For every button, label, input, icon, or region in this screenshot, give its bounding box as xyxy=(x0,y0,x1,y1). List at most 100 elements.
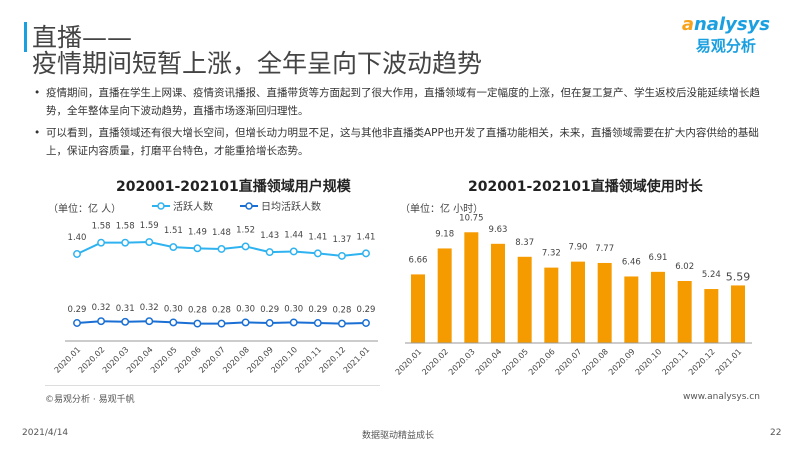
x-tick-label: 2020.09 xyxy=(607,347,637,377)
bar xyxy=(544,267,559,343)
page-title-line1: 直播—— xyxy=(32,23,133,52)
legend-label: 日均活跃人数 xyxy=(261,200,321,213)
bar xyxy=(437,248,452,343)
data-label: 7.32 xyxy=(542,249,561,259)
data-label: 1.43 xyxy=(260,231,279,241)
data-point xyxy=(169,243,178,252)
data-label: 1.40 xyxy=(68,233,87,243)
x-tick-label: 2020.11 xyxy=(660,347,690,377)
data-point xyxy=(145,317,154,326)
bar xyxy=(651,271,665,343)
data-label: 1.52 xyxy=(236,225,255,235)
data-label: 5.24 xyxy=(702,270,721,280)
bar xyxy=(411,274,425,343)
footer-site[interactable]: www.analysys.cn xyxy=(683,392,760,402)
data-label: 0.29 xyxy=(260,305,279,315)
data-label: 1.41 xyxy=(308,232,327,242)
data-point xyxy=(265,248,274,257)
data-label: 7.77 xyxy=(595,244,614,254)
data-point xyxy=(289,318,298,327)
divider xyxy=(45,385,380,386)
chart1-unit: （单位：亿 人） xyxy=(48,204,122,215)
data-point xyxy=(362,249,370,258)
bar xyxy=(597,262,612,343)
chart2-title: 202001-202101直播领域使用时长 xyxy=(468,179,703,195)
data-point xyxy=(217,319,226,328)
data-label: 6.46 xyxy=(622,257,641,267)
data-label: 6.02 xyxy=(675,262,694,272)
data-point xyxy=(73,250,81,258)
data-point xyxy=(121,238,130,247)
legend-label: 活跃人数 xyxy=(173,200,213,213)
data-label: 0.30 xyxy=(236,304,255,314)
data-point xyxy=(313,319,322,327)
x-tick-label: 2020.12 xyxy=(687,347,717,377)
data-point xyxy=(217,245,226,253)
x-tick-label: 2020.08 xyxy=(580,347,610,377)
chart2-unit: （单位：亿 小时） xyxy=(400,204,484,215)
x-tick-label: 2020.10 xyxy=(634,347,664,377)
data-label: 9.18 xyxy=(435,229,454,239)
data-label: 0.28 xyxy=(332,306,351,316)
title-accent-bar xyxy=(24,22,27,52)
x-tick-label: 2020.06 xyxy=(527,347,557,377)
data-point xyxy=(193,244,202,253)
data-label: 1.41 xyxy=(357,232,376,242)
data-label: 0.28 xyxy=(188,306,207,316)
legend-marker xyxy=(157,202,165,210)
data-point xyxy=(97,238,106,247)
data-label: 0.29 xyxy=(357,305,376,315)
data-label: 0.29 xyxy=(308,305,327,315)
bullet-1: 疫情期间，直播在学生上网课、疫情资讯播报、直播带货等方面起到了很大作用，直播领域… xyxy=(34,84,766,120)
data-label: 1.58 xyxy=(116,222,135,232)
data-label: 7.90 xyxy=(569,243,588,253)
bar xyxy=(704,289,719,343)
x-tick-label: 2020.03 xyxy=(447,347,477,377)
data-label: 9.63 xyxy=(489,225,508,235)
bar xyxy=(491,243,505,343)
data-label: 1.51 xyxy=(164,226,183,236)
data-label: 10.75 xyxy=(459,213,483,223)
chart1-title: 202001-202101直播领域用户规模 xyxy=(116,179,351,195)
data-label: 1.58 xyxy=(92,222,111,232)
bar xyxy=(464,232,479,343)
analysys-logo: analysys 易观分析 xyxy=(681,14,770,55)
data-label: 0.30 xyxy=(164,304,183,314)
data-label: 0.28 xyxy=(212,306,231,316)
data-point xyxy=(97,317,106,326)
bar xyxy=(571,261,585,343)
bar xyxy=(517,256,532,343)
data-point xyxy=(241,318,250,327)
legend-marker xyxy=(245,202,253,210)
x-tick-label: 2020.05 xyxy=(500,347,530,377)
data-label: 0.29 xyxy=(68,305,87,315)
data-point xyxy=(145,238,154,246)
data-label: 8.37 xyxy=(515,238,534,248)
bar xyxy=(624,276,639,343)
data-point xyxy=(169,318,178,327)
data-label: 0.31 xyxy=(116,304,135,314)
x-tick-label: 2020.01 xyxy=(394,347,424,377)
data-label: 0.32 xyxy=(92,303,111,313)
data-point xyxy=(121,317,130,326)
data-label: 1.49 xyxy=(188,227,207,237)
page-title-line2: 疫情期间短暂上涨，全年呈向下波动趋势 xyxy=(32,49,483,78)
footer-source: ©易观分析 · 易观千帆 xyxy=(45,395,135,405)
data-label: 1.44 xyxy=(284,230,303,240)
x-tick-label: 2020.04 xyxy=(474,347,504,377)
x-tick-label: 2021.01 xyxy=(342,345,372,375)
data-point xyxy=(265,319,274,327)
page-number: 22 xyxy=(770,428,782,438)
data-point xyxy=(362,319,370,327)
footer-slogan: 数据驱动精益成长 xyxy=(362,431,435,441)
x-tick-label: 2021.01 xyxy=(714,347,744,377)
data-point xyxy=(337,251,346,260)
data-label: 0.30 xyxy=(284,304,303,314)
data-point xyxy=(241,242,250,251)
data-label: 6.91 xyxy=(649,253,668,263)
data-label: 1.48 xyxy=(212,228,231,238)
data-point xyxy=(193,319,202,328)
data-point xyxy=(313,249,322,258)
x-tick-label: 2020.07 xyxy=(554,347,584,377)
